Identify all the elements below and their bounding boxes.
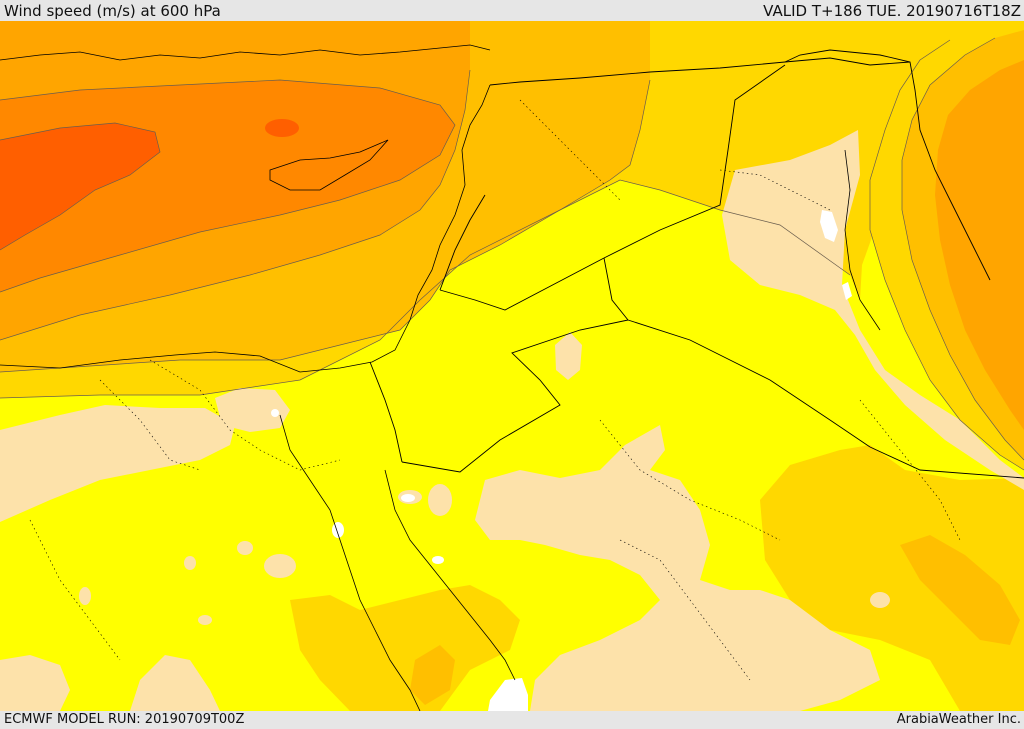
coastline-gulf — [844, 149, 881, 331]
contour-line-6 — [869, 39, 1024, 471]
model-run: ECMWF MODEL RUN: 20190709T00Z — [4, 712, 245, 727]
border-jordan-iraq — [603, 257, 629, 321]
field-calm-blob-6 — [79, 587, 91, 605]
contour-line-1 — [0, 179, 851, 399]
field-calm-blob-7 — [198, 615, 212, 625]
field-calm-blob-10 — [870, 592, 890, 608]
coastline-turkey — [0, 44, 491, 61]
field-calm-blob-3 — [237, 541, 253, 555]
title-bar: Wind speed (m/s) at 600 hPa VALID T+186 … — [0, 0, 1024, 21]
border-lebanon-syria — [439, 194, 486, 291]
border-syria-turkey — [489, 57, 911, 86]
contour-line-4 — [0, 79, 456, 293]
valid-time: VALID T+186 TUE. 20190716T18Z — [763, 2, 1021, 20]
wind-speed-map — [0, 21, 1024, 711]
borders — [369, 49, 1024, 479]
coastline-red-sea-west — [279, 414, 421, 711]
coastlines — [0, 44, 881, 711]
contour-line-2 — [0, 79, 651, 373]
coastline-red-sea-east — [384, 469, 516, 681]
coastline-mediterranean — [0, 84, 491, 373]
field-calm-egypt-west — [0, 405, 235, 522]
border-jordan-saudi — [401, 319, 629, 473]
admin-line-1 — [149, 359, 341, 471]
contour-line-5 — [0, 122, 161, 251]
contour-line-7 — [901, 37, 1024, 461]
border-iraq-saudi — [627, 319, 871, 448]
missing-data-kuwait — [842, 282, 852, 300]
field-level4-east — [935, 60, 1024, 430]
border-saudi-kuwait — [869, 446, 1024, 479]
missing-data-nile — [271, 409, 279, 417]
missing-data-gulf-suez — [332, 522, 344, 538]
field-calm-blob-1 — [428, 484, 452, 516]
field-calm-iraq — [722, 130, 1024, 490]
field-calm-blob-9 — [763, 623, 777, 637]
field-level2-southeast — [760, 445, 1024, 711]
field-level2-southwest — [290, 585, 520, 711]
field-calm-sudan-south — [0, 655, 70, 711]
admin-lines — [29, 99, 961, 681]
contour-line-3 — [0, 69, 471, 341]
field-calm-blob-8 — [788, 642, 812, 662]
field-level6-north — [0, 123, 160, 250]
map-title: Wind speed (m/s) at 600 hPa — [4, 2, 221, 20]
border-iraq-iran — [784, 49, 991, 281]
admin-line-6 — [519, 99, 621, 201]
missing-data-yemen — [488, 678, 528, 711]
admin-line-5 — [859, 399, 961, 541]
border-syria-iraq — [603, 64, 786, 259]
admin-line-4 — [619, 539, 751, 681]
field-calm-blob-5 — [184, 556, 196, 570]
border-egypt-israel — [369, 361, 403, 463]
admin-line-2 — [99, 379, 201, 471]
field-calm-jordan — [555, 332, 582, 380]
field-level3-southwest — [410, 645, 455, 705]
field-calm-blob-4 — [264, 554, 296, 578]
field-calm-sudan-center — [130, 655, 220, 711]
missing-data-aqaba — [401, 494, 415, 502]
field-level3-southeast — [900, 535, 1020, 645]
border-syria-jordan — [439, 257, 605, 311]
admin-line-3 — [599, 419, 781, 541]
missing-data-red-sea — [432, 556, 444, 564]
credit-label: ArabiaWeather Inc. — [896, 712, 1021, 727]
missing-data-basra — [820, 210, 838, 242]
field-calm-saudi — [475, 425, 880, 711]
field-calm-delta — [215, 388, 290, 432]
footer-bar: ECMWF MODEL RUN: 20190709T00Z ArabiaWeat… — [0, 711, 1024, 729]
contour-lines — [0, 37, 1024, 471]
coastline-cyprus — [269, 139, 389, 191]
field-level6-patch — [265, 119, 299, 137]
